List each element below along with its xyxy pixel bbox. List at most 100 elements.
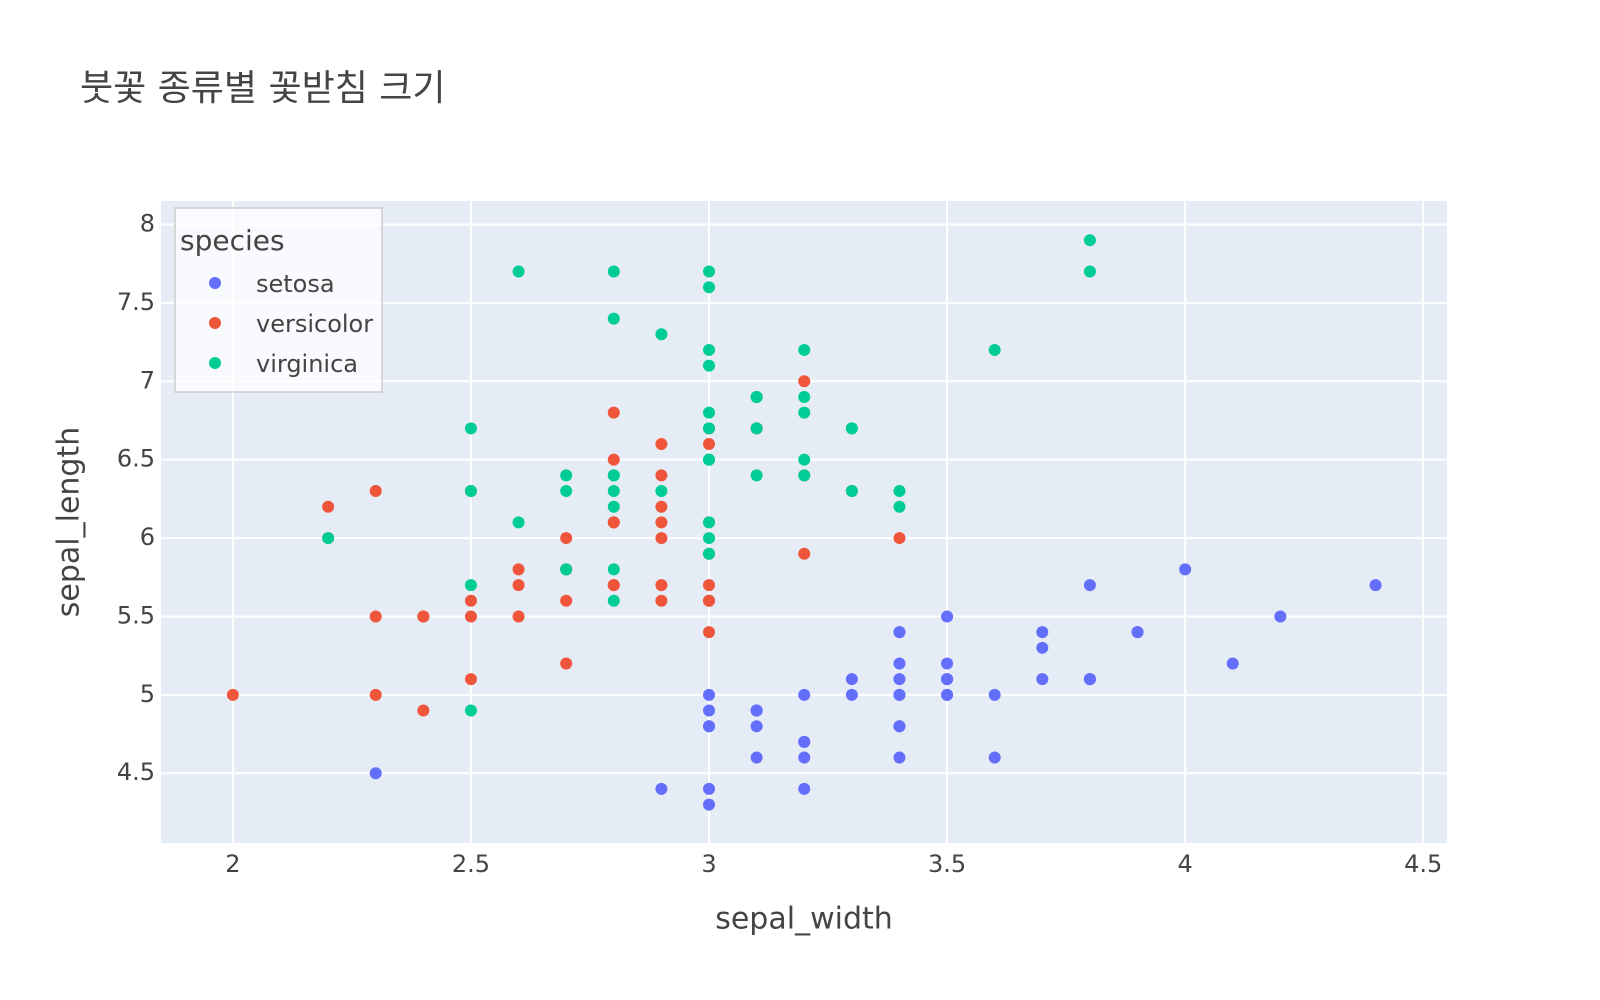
point <box>703 438 716 451</box>
legend-label: setosa <box>256 270 335 298</box>
y-tick-label: 7.5 <box>117 288 155 316</box>
point <box>703 422 716 435</box>
point <box>607 406 620 419</box>
point <box>1226 657 1239 670</box>
point <box>607 594 620 607</box>
point <box>845 673 858 686</box>
point <box>750 422 763 435</box>
point <box>560 469 573 482</box>
legend-item[interactable]: virginica <box>209 350 358 378</box>
point <box>369 610 382 623</box>
point <box>845 485 858 498</box>
legend-item[interactable]: versicolor <box>209 310 373 338</box>
x-axis-title: sepal_width <box>715 902 893 937</box>
legend-title: species <box>180 224 285 257</box>
point <box>607 265 620 278</box>
point <box>798 751 811 764</box>
point <box>703 265 716 278</box>
y-axis-title: sepal_length <box>52 427 87 617</box>
point <box>560 563 573 576</box>
point <box>1036 673 1049 686</box>
x-tick-label: 2.5 <box>452 850 490 878</box>
x-tick-label: 2 <box>225 850 240 878</box>
point <box>655 579 668 592</box>
x-tick-label: 4 <box>1177 850 1192 878</box>
x-tick-label: 3 <box>701 850 716 878</box>
legend: species setosa versicolor virginica <box>174 207 383 393</box>
point <box>798 406 811 419</box>
point <box>703 532 716 545</box>
point <box>512 563 525 576</box>
point <box>703 453 716 466</box>
point <box>322 500 335 513</box>
point <box>703 782 716 795</box>
point <box>845 422 858 435</box>
legend-marker <box>209 317 221 329</box>
point <box>1083 673 1096 686</box>
point <box>655 500 668 513</box>
point <box>703 720 716 733</box>
point <box>1083 265 1096 278</box>
point <box>369 485 382 498</box>
point <box>655 485 668 498</box>
point <box>369 767 382 780</box>
point <box>798 375 811 388</box>
point <box>798 453 811 466</box>
point <box>369 688 382 701</box>
point <box>703 594 716 607</box>
point <box>703 704 716 717</box>
point <box>607 312 620 325</box>
point <box>703 516 716 529</box>
point <box>1131 626 1144 639</box>
point <box>655 438 668 451</box>
legend-marker <box>209 277 221 289</box>
point <box>893 673 906 686</box>
point <box>893 500 906 513</box>
point <box>845 688 858 701</box>
point <box>893 688 906 701</box>
point <box>798 735 811 748</box>
point <box>798 547 811 560</box>
point <box>464 673 477 686</box>
point <box>750 469 763 482</box>
legend-item[interactable]: setosa <box>209 270 335 298</box>
point <box>655 516 668 529</box>
point <box>512 610 525 623</box>
point <box>512 579 525 592</box>
point <box>893 485 906 498</box>
point <box>798 343 811 356</box>
legend-label: versicolor <box>256 310 373 338</box>
point <box>464 594 477 607</box>
point <box>893 720 906 733</box>
point <box>703 343 716 356</box>
point <box>464 485 477 498</box>
point <box>464 422 477 435</box>
point <box>703 626 716 639</box>
chart-title: 붓꽃 종류별 꽃받침 크기 <box>80 68 446 109</box>
point <box>1274 610 1287 623</box>
point <box>512 265 525 278</box>
point <box>703 579 716 592</box>
y-tick-label: 6.5 <box>117 445 155 473</box>
point <box>941 673 954 686</box>
point <box>1036 641 1049 654</box>
point <box>607 500 620 513</box>
point <box>941 657 954 670</box>
point <box>417 704 430 717</box>
point <box>1179 563 1192 576</box>
point <box>464 610 477 623</box>
point <box>798 469 811 482</box>
point <box>703 688 716 701</box>
point <box>607 579 620 592</box>
point <box>607 485 620 498</box>
point <box>941 610 954 623</box>
point <box>560 594 573 607</box>
x-tick-label: 4.5 <box>1404 850 1442 878</box>
point <box>798 688 811 701</box>
y-tick-label: 5.5 <box>117 601 155 629</box>
point <box>560 485 573 498</box>
series <box>369 563 1382 811</box>
point <box>893 532 906 545</box>
